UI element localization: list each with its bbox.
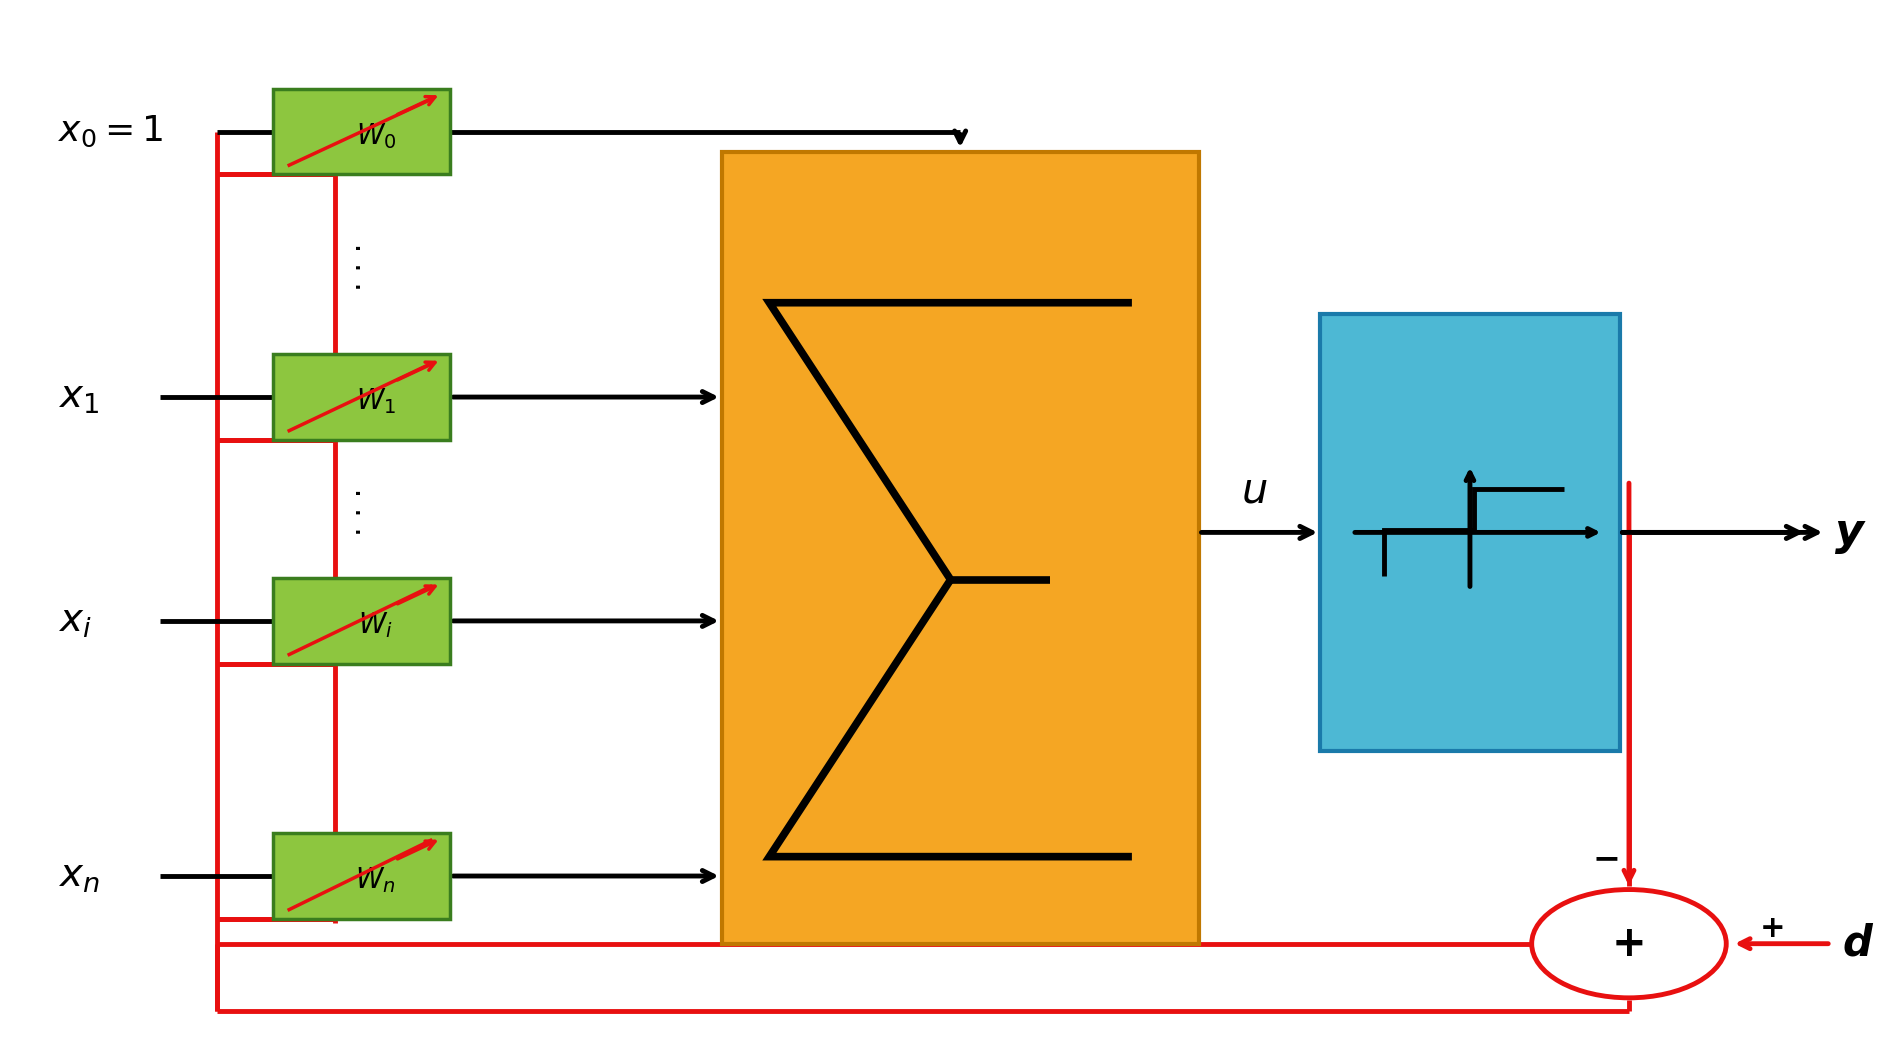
Text: · · ·: · · ·	[348, 488, 376, 536]
Bar	[273, 578, 451, 664]
Text: $W_n$: $W_n$	[355, 865, 397, 895]
Text: $x_0=1$: $x_0=1$	[58, 114, 164, 149]
Text: $x_n$: $x_n$	[58, 857, 100, 895]
Text: $W_1$: $W_1$	[355, 386, 397, 417]
Text: $W_i$: $W_i$	[359, 611, 393, 640]
Text: $W_0$: $W_0$	[355, 121, 397, 150]
Text: $x_1$: $x_1$	[58, 378, 98, 417]
Bar	[1320, 314, 1619, 751]
Text: u: u	[1241, 470, 1267, 512]
Text: $x_i$: $x_i$	[58, 602, 90, 640]
Text: · · ·: · · ·	[348, 242, 376, 291]
Bar	[273, 89, 451, 174]
Text: y: y	[1835, 511, 1863, 554]
Bar	[273, 354, 451, 440]
Text: +: +	[1611, 923, 1647, 965]
Text: −: −	[1592, 841, 1621, 875]
Bar	[273, 833, 451, 919]
Text: d: d	[1842, 923, 1872, 965]
Bar	[722, 152, 1199, 944]
Text: +: +	[1760, 914, 1786, 943]
